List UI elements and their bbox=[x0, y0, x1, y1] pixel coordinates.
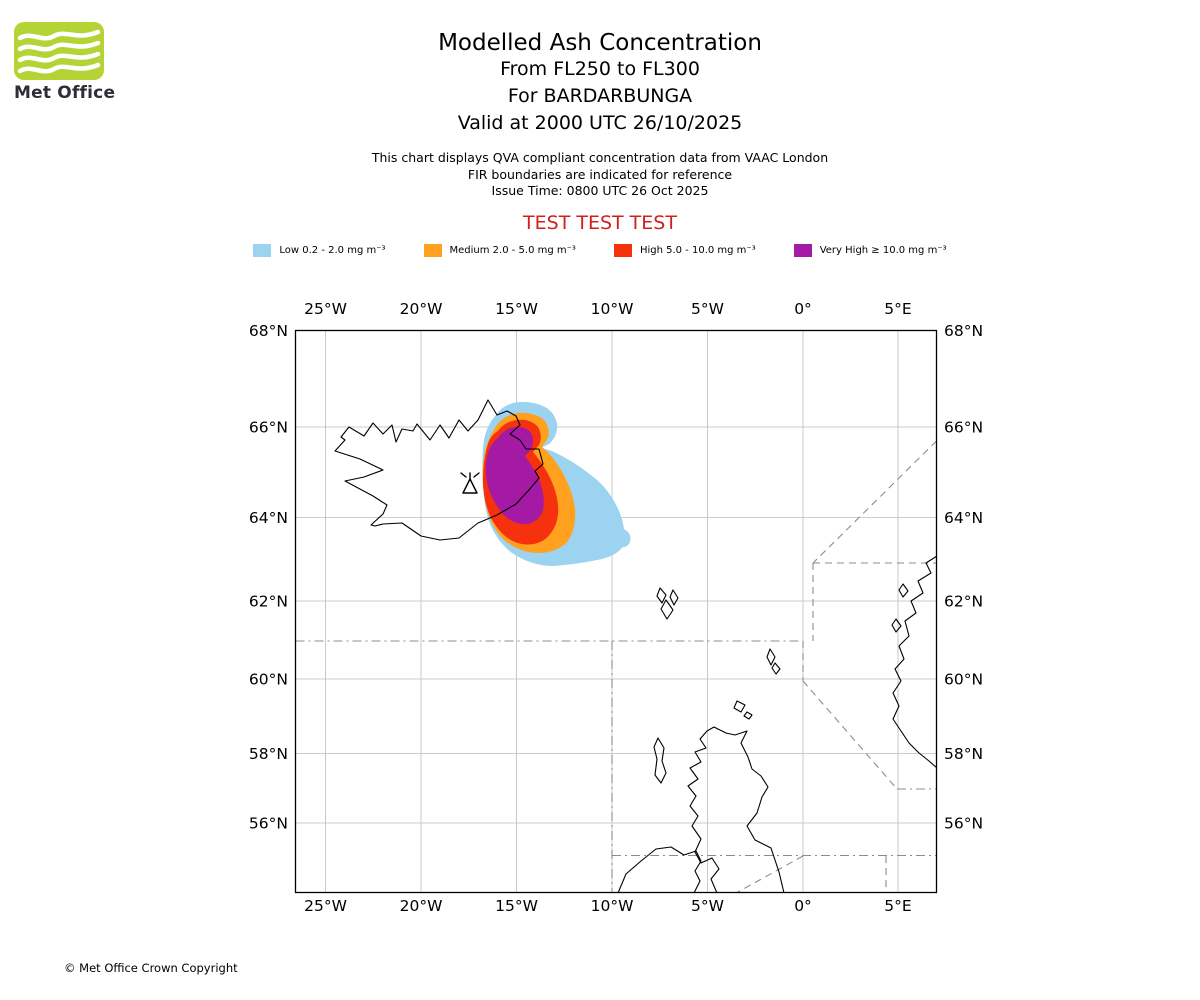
lat-label: 68°N bbox=[249, 322, 288, 340]
note-issue-time: Issue Time: 0800 UTC 26 Oct 2025 bbox=[491, 183, 709, 198]
ireland-coastline bbox=[617, 846, 702, 894]
shetland-islands-coastline bbox=[766, 648, 781, 675]
lon-label: 20°W bbox=[400, 300, 443, 318]
lat-label: 66°N bbox=[249, 419, 288, 437]
volcano-icon bbox=[460, 472, 480, 494]
ash-extent-low-detached bbox=[610, 528, 631, 548]
fir-boundary-line bbox=[295, 640, 937, 893]
legend-label-very-high: Very High ≥ 10.0 mg m⁻³ bbox=[819, 245, 947, 256]
legend-swatch-medium bbox=[423, 244, 442, 257]
lat-label: 60°N bbox=[249, 671, 288, 689]
lon-label: 20°W bbox=[400, 897, 443, 915]
fir-boundaries bbox=[295, 440, 937, 893]
lon-label: 0° bbox=[794, 300, 812, 318]
lon-label: 15°W bbox=[495, 897, 538, 915]
map-border bbox=[294, 329, 938, 894]
lon-labels-top: 25°W 20°W 15°W 10°W 5°W 0° 5°E bbox=[304, 300, 912, 318]
legend-swatch-high bbox=[613, 244, 632, 257]
lat-label: 58°N bbox=[249, 745, 288, 763]
lon-label: 5°W bbox=[691, 897, 724, 915]
legend-swatch-low bbox=[253, 244, 272, 257]
legend: Low 0.2 - 2.0 mg m⁻³ Medium 2.0 - 5.0 mg… bbox=[0, 244, 1200, 257]
lat-label: 66°N bbox=[944, 419, 983, 437]
lat-labels-left: 68°N 66°N 64°N 62°N 60°N 58°N 56°N bbox=[249, 322, 288, 833]
subtitle-valid-time: Valid at 2000 UTC 26/10/2025 bbox=[457, 112, 743, 134]
lat-label: 68°N bbox=[944, 322, 983, 340]
legend-swatch-very-high bbox=[793, 244, 812, 257]
outer-hebrides-coastline bbox=[653, 737, 667, 784]
lat-label: 64°N bbox=[249, 509, 288, 527]
lat-label: 56°N bbox=[944, 815, 983, 833]
lon-label: 10°W bbox=[591, 300, 634, 318]
met-office-logo-mark bbox=[14, 22, 104, 80]
coastlines bbox=[334, 399, 938, 894]
lat-label: 62°N bbox=[249, 593, 288, 611]
subtitle-volcano: For BARDARBUNGA bbox=[507, 85, 693, 107]
lat-labels-right: 68°N 66°N 64°N 62°N 60°N 58°N 56°N bbox=[944, 322, 983, 833]
logo-waves-icon bbox=[17, 29, 101, 74]
legend-item-medium: Medium 2.0 - 5.0 mg m⁻³ bbox=[423, 244, 576, 257]
legend-label-high: High 5.0 - 10.0 mg m⁻³ bbox=[639, 245, 756, 256]
map-gridlines bbox=[295, 330, 937, 893]
met-office-logo: Met Office bbox=[14, 22, 124, 103]
lon-label: 5°E bbox=[884, 300, 911, 318]
lon-label: 15°W bbox=[495, 300, 538, 318]
legend-label-low: Low 0.2 - 2.0 mg m⁻³ bbox=[279, 245, 386, 256]
page-title: Modelled Ash Concentration bbox=[438, 30, 762, 56]
chart-notes: This chart displays QVA compliant concen… bbox=[0, 150, 1200, 200]
copyright-notice: © Met Office Crown Copyright bbox=[64, 961, 238, 975]
lat-label: 60°N bbox=[944, 671, 983, 689]
lat-label: 56°N bbox=[249, 815, 288, 833]
lon-labels-bottom: 25°W 20°W 15°W 10°W 5°W 0° 5°E bbox=[304, 897, 912, 915]
legend-item-very-high: Very High ≥ 10.0 mg m⁻³ bbox=[793, 244, 947, 257]
fir-boundary-line bbox=[736, 440, 937, 893]
legend-item-low: Low 0.2 - 2.0 mg m⁻³ bbox=[253, 244, 386, 257]
orkney-islands-coastline bbox=[733, 700, 753, 720]
norway-islands-coastline bbox=[891, 583, 909, 633]
lat-label: 62°N bbox=[944, 593, 983, 611]
lon-label: 10°W bbox=[591, 897, 634, 915]
lat-label: 58°N bbox=[944, 745, 983, 763]
lon-label: 25°W bbox=[304, 897, 347, 915]
lon-label: 25°W bbox=[304, 300, 347, 318]
header: Modelled Ash Concentration From FL250 to… bbox=[0, 30, 1200, 234]
legend-label-medium: Medium 2.0 - 5.0 mg m⁻³ bbox=[449, 245, 576, 256]
great-britain-coastline bbox=[687, 726, 785, 894]
lon-label: 5°W bbox=[691, 300, 724, 318]
faroe-islands-coastline bbox=[656, 587, 679, 620]
ash-extent-very-high bbox=[485, 426, 544, 525]
note-fir: FIR boundaries are indicated for referen… bbox=[467, 166, 733, 182]
lon-label: 5°E bbox=[884, 897, 911, 915]
legend-item-high: High 5.0 - 10.0 mg m⁻³ bbox=[613, 244, 756, 257]
met-office-logo-text: Met Office bbox=[14, 83, 116, 103]
subtitle-flight-levels: From FL250 to FL300 bbox=[500, 58, 700, 80]
norway-coastline bbox=[892, 555, 938, 769]
ash-plume bbox=[482, 402, 631, 566]
note-qva: This chart displays QVA compliant concen… bbox=[371, 150, 829, 165]
test-banner: TEST TEST TEST bbox=[523, 211, 677, 234]
lat-label: 64°N bbox=[944, 509, 983, 527]
iceland-coastline bbox=[334, 399, 544, 541]
lon-label: 0° bbox=[794, 897, 812, 915]
